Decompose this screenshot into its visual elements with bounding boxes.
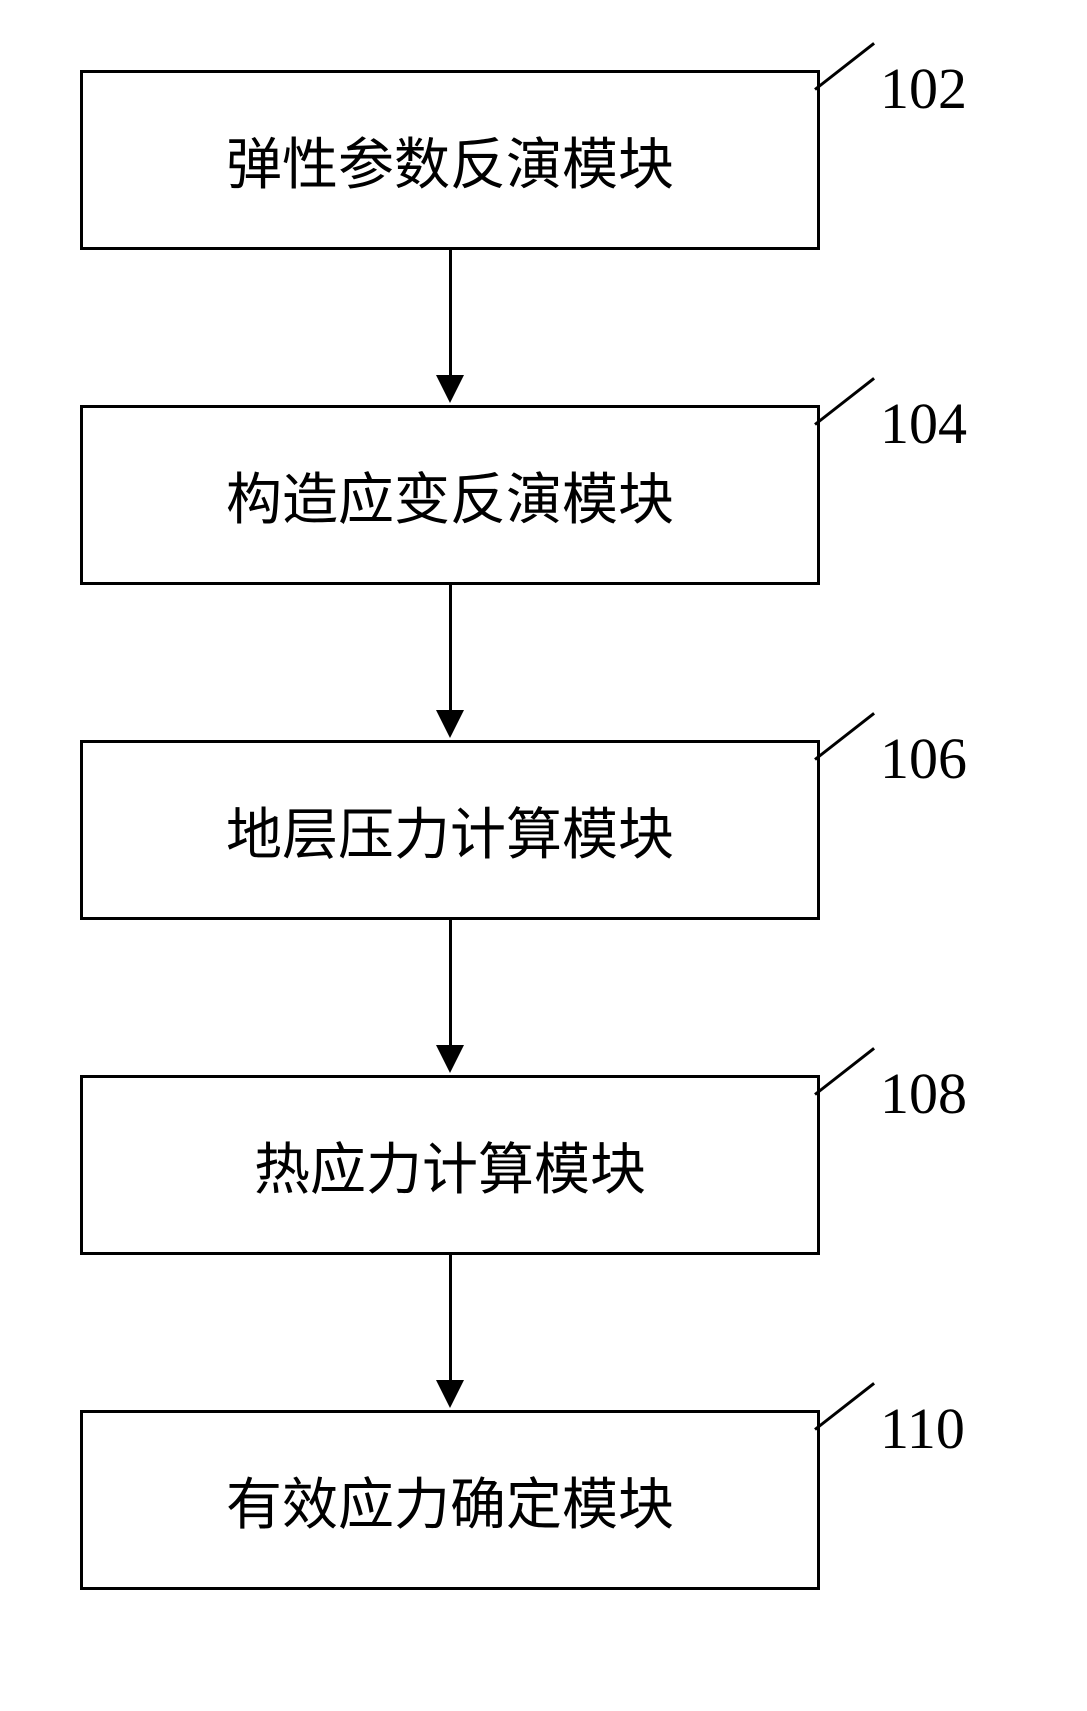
flowchart-node: 构造应变反演模块 <box>80 405 820 585</box>
connector-line <box>814 712 875 761</box>
node-ref-number: 104 <box>880 390 967 457</box>
flowchart-arrow <box>80 250 820 405</box>
node-label: 地层压力计算模块 <box>226 790 674 871</box>
node-ref-number: 102 <box>880 55 967 122</box>
node-ref-number: 108 <box>880 1060 967 1127</box>
flowchart-node: 地层压力计算模块 <box>80 740 820 920</box>
flowchart-node-container: 有效应力确定模块 110 <box>80 1410 1000 1590</box>
flowchart-node-container: 热应力计算模块 108 <box>80 1075 1000 1255</box>
arrow-line <box>449 585 452 715</box>
arrow-line <box>449 1255 452 1385</box>
connector-line <box>814 1047 875 1096</box>
flowchart-arrow <box>80 585 820 740</box>
arrow-head-icon <box>436 710 464 738</box>
flowchart-node: 热应力计算模块 <box>80 1075 820 1255</box>
node-label: 构造应变反演模块 <box>226 455 674 536</box>
arrow-head-icon <box>436 1045 464 1073</box>
arrow-head-icon <box>436 1380 464 1408</box>
flowchart-node-container: 弹性参数反演模块 102 <box>80 70 1000 250</box>
arrow-head-icon <box>436 375 464 403</box>
flowchart-node: 有效应力确定模块 <box>80 1410 820 1590</box>
flowchart-node-container: 地层压力计算模块 106 <box>80 740 1000 920</box>
flowchart-node-container: 构造应变反演模块 104 <box>80 405 1000 585</box>
node-label: 有效应力确定模块 <box>226 1460 674 1541</box>
node-label: 热应力计算模块 <box>254 1125 646 1206</box>
node-ref-number: 110 <box>880 1395 965 1462</box>
node-ref-number: 106 <box>880 725 967 792</box>
arrow-line <box>449 250 452 380</box>
flowchart-node: 弹性参数反演模块 <box>80 70 820 250</box>
node-label: 弹性参数反演模块 <box>226 120 674 201</box>
flowchart-arrow <box>80 1255 820 1410</box>
flowchart-container: 弹性参数反演模块 102 构造应变反演模块 104 地层压力计算模块 106 <box>80 70 1000 1590</box>
connector-line <box>814 1382 875 1431</box>
connector-line <box>814 377 875 426</box>
flowchart-arrow <box>80 920 820 1075</box>
arrow-line <box>449 920 452 1050</box>
connector-line <box>814 42 875 91</box>
